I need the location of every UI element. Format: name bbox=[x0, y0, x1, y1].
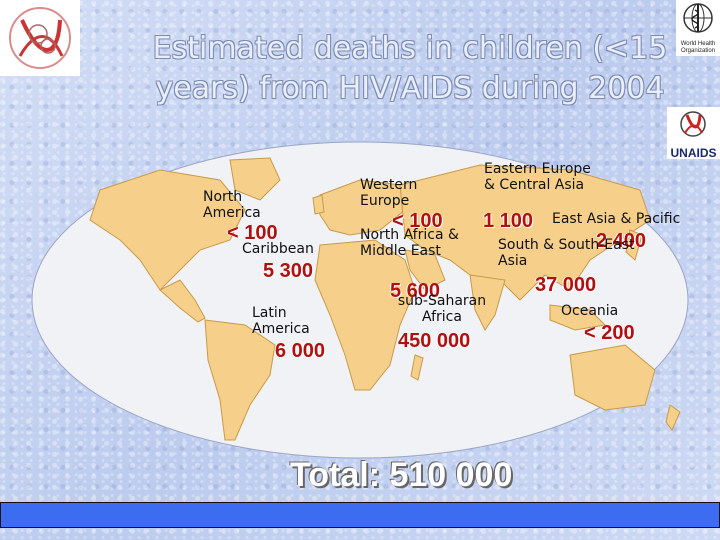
region-label-east-asia-pacific: East Asia & Pacific bbox=[552, 211, 681, 227]
who-logo: World Health Organization bbox=[676, 0, 720, 56]
region-label-north-america: North America bbox=[203, 189, 261, 221]
land-south-america bbox=[204, 319, 276, 441]
total-deaths: Total: 510 000 bbox=[290, 456, 513, 494]
unaids-emblem-icon bbox=[680, 111, 706, 137]
footer-bar bbox=[0, 502, 720, 528]
land-australia bbox=[569, 344, 656, 411]
land-new-zealand bbox=[665, 404, 681, 431]
region-label-north-africa-middle-east: North Africa & Middle East bbox=[360, 227, 459, 259]
region-value-north-america: < 100 bbox=[227, 222, 278, 244]
who-text: World Health Organization bbox=[680, 41, 716, 54]
region-value-western-europe: < 100 bbox=[392, 210, 443, 232]
region-value-caribbean: 5 300 bbox=[263, 260, 314, 282]
region-value-oceania: < 200 bbox=[584, 322, 635, 344]
region-value-sub-saharan-africa: 450 000 bbox=[398, 330, 471, 352]
land-europe bbox=[319, 179, 406, 236]
unaids-logo: UNAIDS bbox=[667, 107, 720, 160]
who-emblem-icon bbox=[683, 3, 713, 33]
land-indonesia bbox=[549, 304, 607, 331]
region-label-western-europe: Western Europe bbox=[360, 177, 418, 209]
region-value-eastern-europe-central-asia: 1 100 bbox=[483, 210, 534, 232]
land-asia bbox=[399, 164, 651, 301]
land-north-america bbox=[89, 169, 246, 291]
region-value-south-southeast-asia: 37 000 bbox=[535, 274, 597, 296]
region-label-oceania: Oceania bbox=[561, 303, 619, 319]
ribbon-logo bbox=[0, 0, 80, 76]
slide-title-line-1: Estimated deaths in children (<15 bbox=[152, 31, 668, 66]
region-value-latin-america: 6 000 bbox=[275, 340, 326, 362]
unaids-text: UNAIDS bbox=[670, 146, 717, 160]
region-label-eastern-europe-central-asia: Eastern Europe & Central Asia bbox=[484, 161, 591, 193]
region-value-north-africa-middle-east: 5 600 bbox=[390, 280, 441, 302]
land-greenland bbox=[229, 157, 281, 201]
region-label-caribbean: Caribbean bbox=[242, 241, 314, 257]
world-map bbox=[31, 141, 689, 459]
slide-title-line-2: years) from HIV/AIDS during 2004 bbox=[155, 71, 665, 106]
region-label-south-southeast-asia: South & South-East Asia bbox=[498, 237, 635, 269]
land-madagascar bbox=[410, 354, 424, 381]
land-india bbox=[469, 274, 506, 331]
land-africa bbox=[314, 239, 416, 391]
land-uk bbox=[312, 194, 325, 215]
region-label-sub-saharan-africa: sub-Saharan Africa bbox=[397, 293, 487, 325]
region-label-latin-america: Latin America bbox=[252, 305, 310, 337]
region-value-east-asia-pacific: 2 400 bbox=[596, 230, 647, 252]
map-landmasses bbox=[89, 157, 681, 441]
land-japan bbox=[625, 229, 643, 261]
land-arabia bbox=[404, 249, 446, 291]
land-central-america bbox=[159, 279, 206, 323]
ribbon-logo-graphic bbox=[9, 7, 71, 69]
